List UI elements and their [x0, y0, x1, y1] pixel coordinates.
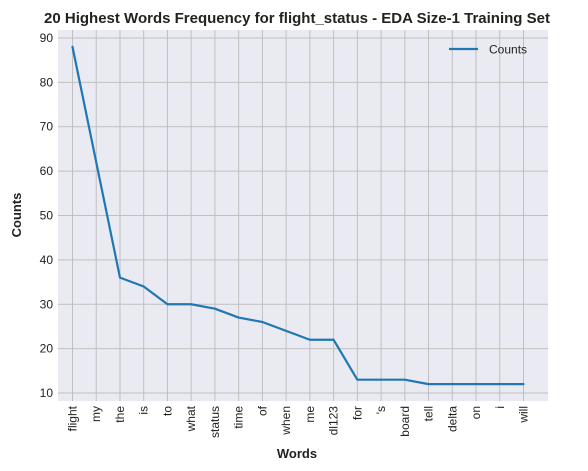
- y-tick-label: 70: [40, 120, 54, 134]
- y-tick-label: 30: [40, 297, 54, 311]
- x-tick-label: board: [398, 406, 412, 437]
- y-tick-label: 80: [40, 75, 54, 89]
- series-line-counts: [71, 45, 525, 386]
- x-tick-label: delta: [445, 406, 459, 432]
- x-tick-label: tell: [422, 406, 436, 421]
- x-tick-label: my: [89, 406, 103, 422]
- x-tick-label: i: [493, 406, 507, 409]
- x-tick-label: of: [255, 405, 269, 416]
- y-tick-label: 10: [40, 386, 54, 400]
- series-layer: [71, 45, 525, 386]
- legend-label-counts: Counts: [489, 43, 527, 57]
- y-tick-label: 40: [40, 253, 54, 267]
- x-tick-label: time: [232, 406, 246, 429]
- x-tick-label: will: [517, 406, 531, 424]
- x-tick-label: the: [113, 406, 127, 423]
- x-tick-label: status: [208, 406, 222, 438]
- y-tick-label: 90: [40, 31, 54, 45]
- x-tick-label: what: [184, 405, 198, 432]
- x-tick-label: 's: [374, 406, 388, 414]
- x-axis-label: Words: [277, 446, 317, 461]
- x-tick-label: dl123: [327, 406, 341, 436]
- y-axis-ticks: 10 20 30 40 50 60 70 80 90: [40, 31, 54, 400]
- x-tick-label: for: [350, 406, 364, 420]
- chart-title: 20 Highest Words Frequency for flight_st…: [44, 10, 550, 27]
- y-tick-label: 60: [40, 164, 54, 178]
- x-tick-label: to: [160, 406, 174, 416]
- y-axis-label: Counts: [9, 193, 24, 238]
- x-tick-label: on: [469, 406, 483, 419]
- x-axis-ticks: flight my the is to what status time of when me dl1…: [66, 405, 531, 438]
- legend: Counts: [449, 43, 527, 57]
- y-tick-label: 20: [40, 342, 54, 356]
- x-tick-label: is: [137, 406, 151, 415]
- x-tick-label: when: [279, 406, 293, 436]
- y-tick-label: 50: [40, 209, 54, 223]
- x-tick-label: flight: [66, 405, 80, 431]
- x-tick-label: me: [303, 406, 317, 423]
